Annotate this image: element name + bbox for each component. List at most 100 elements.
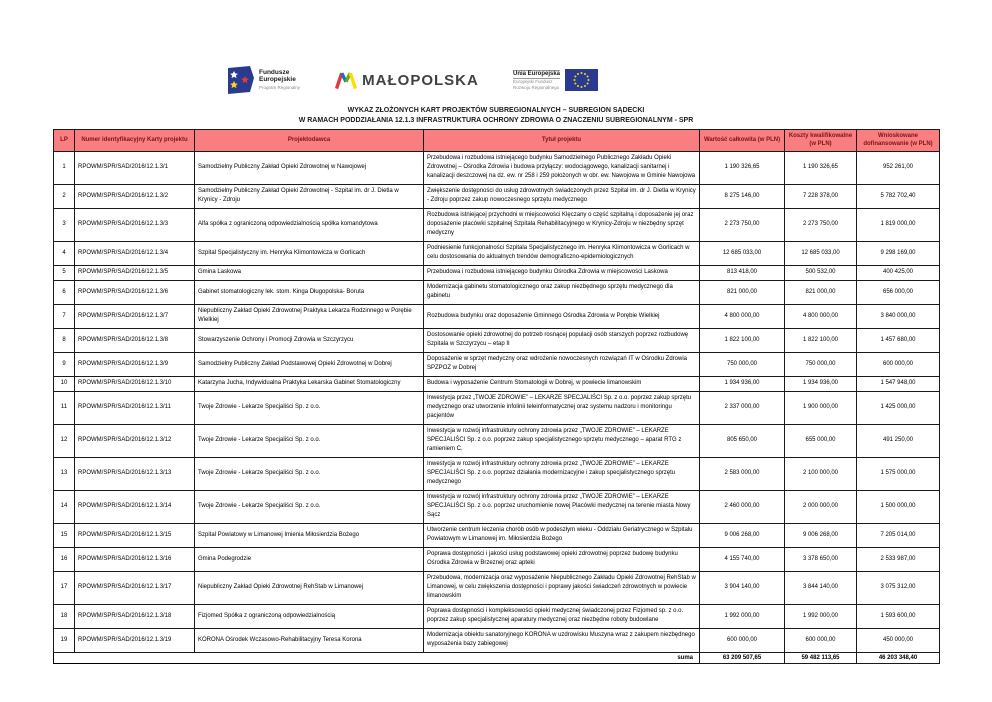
- cell-lp: 1: [53, 150, 75, 185]
- eu-flag-icon: [565, 69, 598, 91]
- document-title-line1: WYKAZ ZŁOŻONYCH KART PROJEKTÓW SUBREGION…: [347, 107, 645, 114]
- cell-funding: 952 261,00: [856, 150, 940, 185]
- fe-logo-line1: Fundusze: [259, 69, 290, 76]
- cell-id: RPOWM/SPR/SAD/2016/12.1.3/11: [74, 390, 195, 425]
- cell-eligible: 2 000 000,00: [784, 489, 857, 524]
- cell-id: RPOWM/SPR/SAD/2016/12.1.3/16: [74, 546, 195, 572]
- cell-funding: 1 575 000,00: [856, 456, 940, 491]
- table-row: 2 RPOWM/SPR/SAD/2016/12.1.3/2 Samodzieln…: [53, 183, 940, 209]
- cell-total: 2 273 750,00: [699, 207, 785, 242]
- eu-logo-text: Unia Europejska Europejski Fundusz Rozwo…: [512, 69, 560, 91]
- cell-applicant: Gmina Laskowa: [194, 264, 424, 281]
- logo-bar: Fundusze Europejskie Program Regionalny …: [228, 60, 598, 100]
- table-body: 1 RPOWM/SPR/SAD/2016/12.1.3/1 Samodzieln…: [53, 150, 940, 653]
- table-row: 17 RPOWM/SPR/SAD/2016/12.1.3/17 Niepubli…: [53, 570, 940, 605]
- cell-title: Rozbudowa istniejącej przychodni w miejs…: [423, 207, 700, 242]
- eu-logo-line2: Europejski Fundusz: [512, 79, 553, 85]
- cell-total: 2 460 000,00: [699, 489, 785, 524]
- cell-lp: 11: [53, 390, 75, 425]
- cell-funding: 656 000,00: [856, 279, 940, 305]
- cell-total: 8 275 146,00: [699, 183, 785, 209]
- cell-id: RPOWM/SPR/SAD/2016/12.1.3/8: [74, 327, 195, 353]
- fe-logo-line3: Program Regionalny: [259, 85, 301, 90]
- cell-id: RPOWM/SPR/SAD/2016/12.1.3/5: [74, 264, 195, 281]
- cell-applicant: Szpital Powiatowy w Limanowej Imienia Mi…: [194, 522, 424, 548]
- cell-eligible: 9 006 268,00: [784, 522, 857, 548]
- cell-applicant: Samodzielny Publiczny Zakład Opieki Zdro…: [194, 183, 424, 209]
- cell-title: Poprawa dostępności i jakości usług pods…: [423, 546, 700, 572]
- fe-logo-line2: Europejskie: [259, 76, 296, 83]
- table-row: 9 RPOWM/SPR/SAD/2016/12.1.3/9 Samodzieln…: [53, 351, 940, 377]
- cell-funding: 1 819 000,00: [856, 207, 940, 242]
- cell-lp: 2: [53, 183, 75, 209]
- malopolska-m-icon: [335, 72, 358, 90]
- projects-table: LP Numer identyfikacyjny Karty projektu …: [53, 129, 940, 664]
- summary-total: 63 209 507,65: [699, 651, 785, 664]
- cell-id: RPOWM/SPR/SAD/2016/12.1.3/19: [74, 627, 195, 653]
- cell-funding: 1 425 000,00: [856, 390, 940, 425]
- cell-lp: 3: [53, 207, 75, 242]
- cell-total: 821 000,00: [699, 279, 785, 305]
- cell-eligible: 600 000,00: [784, 627, 857, 653]
- cell-title: Zwiększenie dostępności do usług zdrowot…: [423, 183, 700, 209]
- eu-logo: Unia Europejska Europejski Fundusz Rozwo…: [512, 69, 598, 91]
- cell-funding: 491 250,00: [856, 423, 940, 458]
- cell-total: 2 583 000,00: [699, 456, 785, 491]
- column-header-title: Tytuł projektu: [423, 129, 700, 152]
- cell-title: Inwestycja w rozwój infrastruktury ochro…: [423, 423, 700, 458]
- cell-total: 3 904 140,00: [699, 570, 785, 605]
- cell-total: 2 337 000,00: [699, 390, 785, 425]
- cell-title: Inwestycja przez „TWOJE ZDROWIE” – LEKAR…: [423, 390, 700, 425]
- cell-funding: 1 500 000,00: [856, 489, 940, 524]
- cell-total: 600 000,00: [699, 627, 785, 653]
- cell-eligible: 1 934 936,00: [784, 375, 857, 392]
- cell-eligible: 2 100 000,00: [784, 456, 857, 491]
- table-row: 10 RPOWM/SPR/SAD/2016/12.1.3/10 Katarzyn…: [53, 375, 940, 392]
- cell-id: RPOWM/SPR/SAD/2016/12.1.3/13: [74, 456, 195, 491]
- cell-total: 1 992 000,00: [699, 603, 785, 629]
- cell-lp: 15: [53, 522, 75, 548]
- cell-title: Inwestycja w rozwój infrastruktury ochro…: [423, 456, 700, 491]
- cell-id: RPOWM/SPR/SAD/2016/12.1.3/12: [74, 423, 195, 458]
- cell-total: 1 934 936,00: [699, 375, 785, 392]
- cell-title: Przebudowa i rozbudowa istniejącego budy…: [423, 264, 700, 281]
- cell-eligible: 655 000,00: [784, 423, 857, 458]
- cell-funding: 400 425,00: [856, 264, 940, 281]
- table-row: 11 RPOWM/SPR/SAD/2016/12.1.3/11 Twoje Zd…: [53, 390, 940, 425]
- cell-applicant: Niepubliczny Zakład Opieki Zdrowotnej Pr…: [194, 303, 424, 329]
- table-row: 18 RPOWM/SPR/SAD/2016/12.1.3/18 Fizjomed…: [53, 603, 940, 629]
- cell-eligible: 3 844 140,00: [784, 570, 857, 605]
- cell-applicant: Samodzielny Publiczny Zakład Opieki Zdro…: [194, 150, 424, 185]
- cell-applicant: Twoje Zdrowie - Lekarze Specjaliści Sp. …: [194, 390, 424, 425]
- table-row: 5 RPOWM/SPR/SAD/2016/12.1.3/5 Gmina Lask…: [53, 264, 940, 281]
- cell-lp: 5: [53, 264, 75, 281]
- summary-row: suma 63 209 507,65 59 482 113,65 46 203 …: [54, 651, 940, 664]
- cell-applicant: Szpital Specjalistyczny im. Henryka Klim…: [194, 240, 424, 266]
- cell-funding: 5 782 702,40: [856, 183, 940, 209]
- column-header-total: Wartość całkowita (w PLN): [699, 129, 785, 152]
- cell-lp: 7: [53, 303, 75, 329]
- cell-applicant: Samodzielny Publiczny Zakład Podstawowej…: [194, 351, 424, 377]
- cell-total: 12 685 033,00: [699, 240, 785, 266]
- document-title-line2: W RAMACH PODDZIAŁANIA 12.1.3 INFRASTRUKT…: [298, 117, 694, 124]
- cell-id: RPOWM/SPR/SAD/2016/12.1.3/7: [74, 303, 195, 329]
- cell-funding: 1 593 600,00: [856, 603, 940, 629]
- cell-id: RPOWM/SPR/SAD/2016/12.1.3/14: [74, 489, 195, 524]
- eu-logo-line3: Rozwoju Regionalnego: [512, 84, 560, 90]
- cell-applicant: KORONA Ośrodek Wczasowo-Rehabilitacyjny …: [194, 627, 424, 653]
- column-header-applicant: Projektodawca: [194, 129, 424, 152]
- summary-label: suma: [677, 654, 693, 661]
- cell-title: Przebudowa i rozbudowa istniejącego budy…: [423, 150, 700, 185]
- cell-lp: 10: [53, 375, 75, 392]
- cell-total: 1 190 326,65: [699, 150, 785, 185]
- cell-id: RPOWM/SPR/SAD/2016/12.1.3/2: [74, 183, 195, 209]
- cell-lp: 9: [53, 351, 75, 377]
- table-row: 12 RPOWM/SPR/SAD/2016/12.1.3/12 Twoje Zd…: [53, 423, 940, 458]
- cell-total: 813 418,00: [699, 264, 785, 281]
- cell-funding: 600 000,00: [856, 351, 940, 377]
- cell-applicant: Twoje Zdrowie - Lekarze Specjaliści Sp. …: [194, 489, 424, 524]
- cell-eligible: 12 685 033,00: [784, 240, 857, 266]
- cell-applicant: Gabinet stomatologiczny lek. stom. Kinga…: [194, 279, 424, 305]
- table-row: 19 RPOWM/SPR/SAD/2016/12.1.3/19 KORONA O…: [53, 627, 940, 653]
